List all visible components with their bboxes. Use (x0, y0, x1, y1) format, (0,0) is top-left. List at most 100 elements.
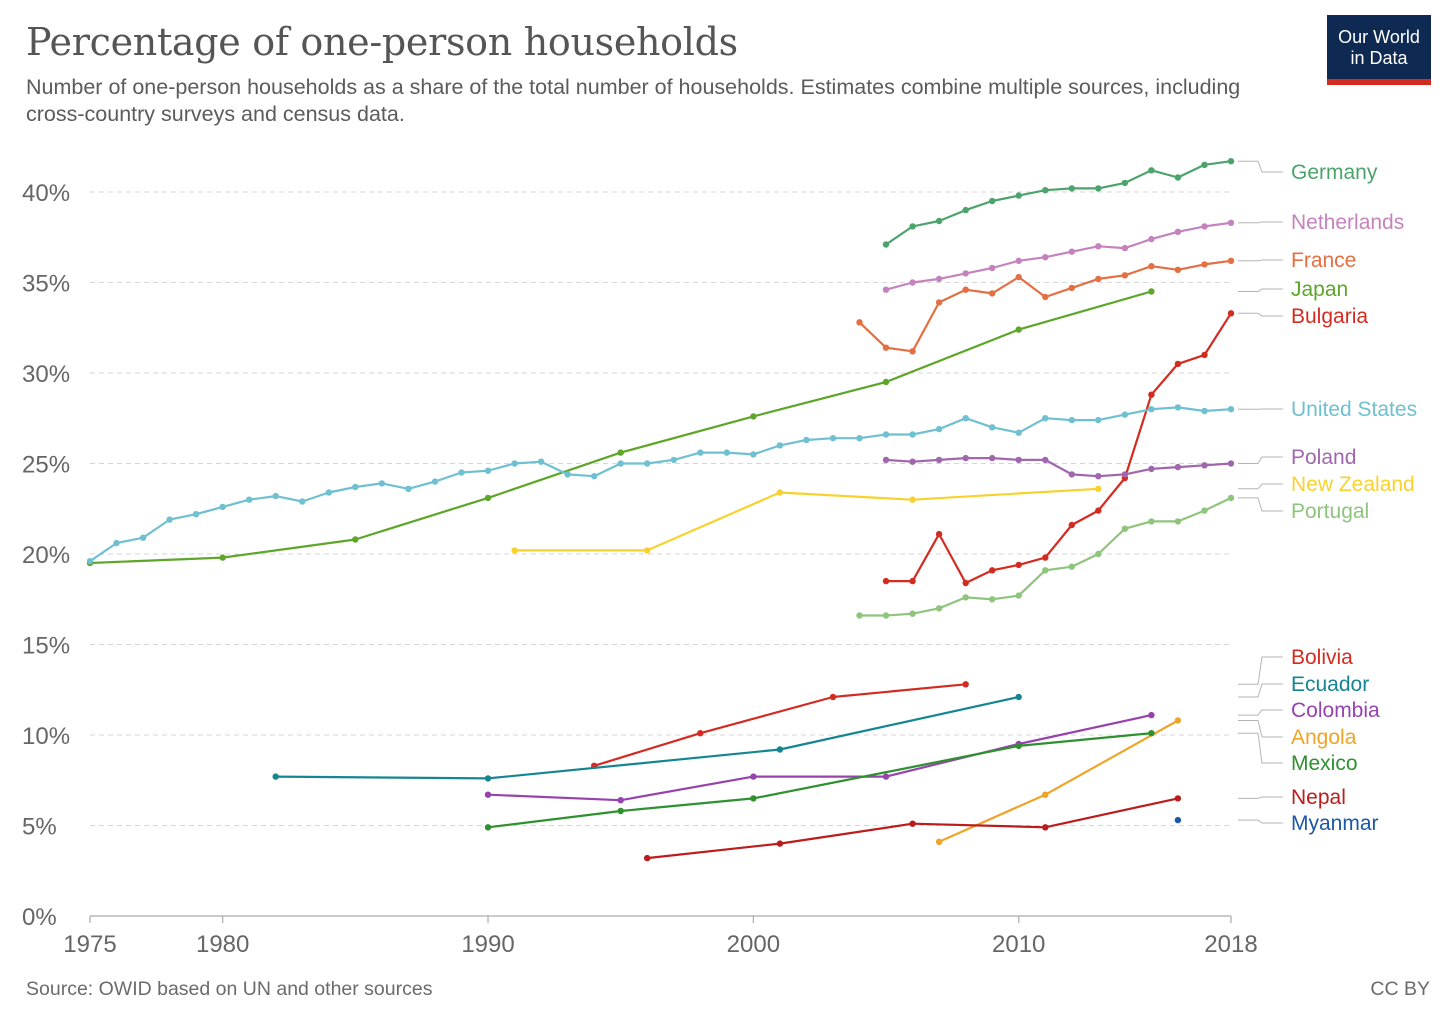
data-point-colombia[interactable] (882, 773, 890, 780)
data-point-united-states[interactable] (1227, 406, 1235, 413)
data-point-bulgaria[interactable] (1015, 561, 1022, 569)
data-point-united-states[interactable] (909, 431, 916, 438)
data-point-germany[interactable] (1042, 187, 1049, 194)
data-point-netherlands[interactable] (1068, 248, 1076, 255)
data-point-france[interactable] (882, 344, 890, 351)
series-france[interactable] (856, 257, 1235, 355)
data-point-united-states[interactable] (670, 456, 677, 464)
data-point-bulgaria[interactable] (882, 577, 890, 585)
series-myanmar[interactable] (1174, 816, 1182, 824)
legend-label-portugal[interactable]: Portugal (1291, 500, 1369, 523)
series-line-colombia[interactable] (487, 714, 1152, 802)
legend-label-bulgaria[interactable]: Bulgaria (1291, 305, 1368, 328)
data-point-united-states[interactable] (166, 516, 173, 523)
legend-label-colombia[interactable]: Colombia (1291, 699, 1380, 722)
series-mexico[interactable] (484, 730, 1155, 831)
data-point-portugal[interactable] (1148, 518, 1155, 525)
data-point-japan[interactable] (1148, 288, 1155, 295)
data-point-netherlands[interactable] (1148, 235, 1155, 243)
license-link[interactable]: CC BY (1370, 978, 1430, 1000)
data-point-bolivia[interactable] (962, 681, 969, 688)
data-point-ecuador[interactable] (776, 746, 784, 753)
data-point-united-states[interactable] (511, 460, 518, 467)
data-point-poland[interactable] (935, 456, 943, 464)
data-point-bulgaria[interactable] (1095, 507, 1102, 514)
data-point-netherlands[interactable] (962, 270, 969, 277)
data-point-bulgaria[interactable] (1148, 391, 1155, 398)
data-point-mexico[interactable] (1148, 730, 1155, 737)
series-line-ecuador[interactable] (275, 695, 1019, 780)
data-point-portugal[interactable] (909, 610, 916, 617)
data-point-france[interactable] (856, 319, 863, 326)
data-point-portugal[interactable] (1201, 507, 1208, 514)
data-point-united-states[interactable] (1121, 411, 1129, 418)
data-point-united-states[interactable] (1015, 429, 1022, 436)
data-point-angola[interactable] (935, 838, 943, 845)
data-point-united-states[interactable] (352, 483, 359, 491)
data-point-ecuador[interactable] (1015, 693, 1022, 701)
data-point-germany[interactable] (882, 241, 890, 248)
data-point-poland[interactable] (882, 456, 890, 464)
data-point-portugal[interactable] (1121, 525, 1129, 532)
data-point-poland[interactable] (1042, 456, 1049, 464)
data-point-portugal[interactable] (962, 594, 969, 601)
data-point-poland[interactable] (1201, 462, 1208, 469)
data-point-poland[interactable] (1174, 463, 1182, 471)
series-line-netherlands[interactable] (885, 221, 1232, 291)
legend-label-bolivia[interactable]: Bolivia (1291, 646, 1353, 669)
data-point-netherlands[interactable] (1095, 243, 1102, 250)
data-point-germany[interactable] (989, 197, 996, 205)
legend-label-germany[interactable]: Germany (1291, 161, 1378, 184)
series-line-germany[interactable] (885, 160, 1232, 246)
data-point-france[interactable] (1042, 293, 1049, 301)
legend-label-netherlands[interactable]: Netherlands (1291, 211, 1404, 234)
data-point-portugal[interactable] (856, 612, 863, 619)
data-point-colombia[interactable] (484, 791, 492, 798)
data-point-japan[interactable] (1015, 326, 1022, 333)
data-point-germany[interactable] (1174, 174, 1182, 181)
data-point-ecuador[interactable] (484, 775, 492, 782)
series-ecuador[interactable] (272, 693, 1022, 782)
owid-logo[interactable]: Our World in Data (1327, 15, 1431, 85)
data-point-poland[interactable] (1068, 471, 1076, 478)
data-point-united-states[interactable] (405, 485, 412, 492)
data-point-japan[interactable] (750, 413, 757, 420)
data-point-bulgaria[interactable] (962, 579, 969, 587)
series-bulgaria[interactable] (882, 310, 1235, 587)
data-point-nepal[interactable] (1042, 824, 1049, 831)
data-point-netherlands[interactable] (1174, 228, 1182, 235)
data-point-colombia[interactable] (750, 773, 757, 780)
data-point-japan[interactable] (617, 449, 624, 456)
data-point-united-states[interactable] (272, 492, 279, 500)
data-point-united-states[interactable] (989, 424, 996, 431)
data-point-poland[interactable] (909, 458, 916, 465)
legend-label-nepal[interactable]: Nepal (1291, 786, 1346, 809)
data-point-france[interactable] (1174, 266, 1182, 273)
data-point-united-states[interactable] (644, 460, 651, 467)
legend-label-japan[interactable]: Japan (1291, 278, 1348, 301)
data-point-netherlands[interactable] (882, 286, 890, 293)
data-point-united-states[interactable] (697, 449, 704, 456)
series-poland[interactable] (882, 454, 1235, 480)
data-point-united-states[interactable] (803, 436, 810, 444)
data-point-netherlands[interactable] (1015, 257, 1022, 264)
data-point-germany[interactable] (1227, 158, 1235, 165)
series-germany[interactable] (882, 158, 1235, 248)
data-point-angola[interactable] (1174, 717, 1182, 724)
data-point-mexico[interactable] (750, 795, 757, 802)
data-point-japan[interactable] (484, 494, 492, 502)
data-point-ecuador[interactable] (272, 773, 279, 780)
data-point-portugal[interactable] (1068, 563, 1076, 570)
data-point-united-states[interactable] (537, 458, 545, 465)
data-point-poland[interactable] (1227, 460, 1235, 467)
data-point-japan[interactable] (882, 378, 890, 386)
data-point-united-states[interactable] (86, 558, 94, 565)
data-point-nepal[interactable] (644, 854, 651, 862)
legend-label-mexico[interactable]: Mexico (1291, 752, 1358, 775)
data-point-bulgaria[interactable] (909, 577, 916, 585)
data-point-united-states[interactable] (962, 415, 969, 422)
series-line-new-zealand[interactable] (514, 487, 1099, 552)
data-point-bulgaria[interactable] (1042, 554, 1049, 561)
data-point-united-states[interactable] (1201, 407, 1208, 415)
data-point-mexico[interactable] (1015, 742, 1022, 750)
